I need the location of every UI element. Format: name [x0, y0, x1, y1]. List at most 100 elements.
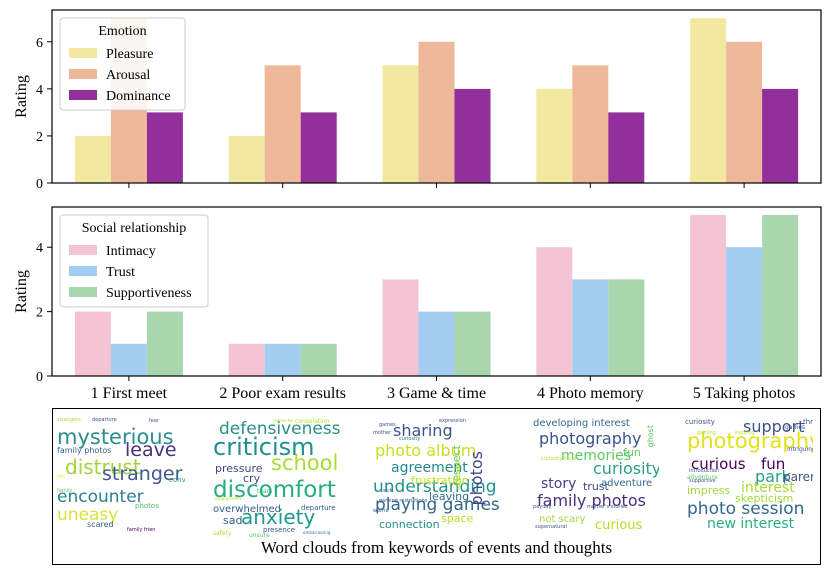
word-cloud-poor-exam-results: defensiveness criticism school pressure cry d…: [213, 417, 341, 538]
word-cloud-term: park: [755, 467, 791, 486]
word-cloud-panel: mysterious leave distrust stranger encounter…: [52, 408, 821, 565]
word-cloud-term: overwhelmed: [213, 504, 281, 515]
word-cloud-term: strangers: [57, 417, 81, 423]
word-cloud-term: safety: [213, 530, 232, 537]
word-cloud-term: tears: [257, 488, 273, 495]
bar-arousal-4: [572, 65, 609, 183]
bar-pleasure-1: [74, 135, 111, 183]
bar-arousal-5: [726, 41, 763, 183]
x-tick-label: 4 Photo memory: [537, 385, 644, 402]
word-cloud-term: photo album: [375, 441, 477, 460]
word-cloud-term: not scary: [539, 514, 586, 525]
word-cloud-term: supportive: [689, 478, 716, 484]
bar-supportiveness-1: [146, 311, 183, 376]
word-cloud-photo-memory: developing interest photography memories cu…: [531, 417, 659, 537]
bar-dominance-4: [608, 112, 645, 183]
word-cloud-term: exciting: [735, 430, 755, 436]
x-tick-label: 1 First meet: [91, 385, 168, 402]
y-axis-label: Rating: [13, 75, 30, 118]
word-cloud-term: story: [541, 476, 577, 492]
word-cloud-term: presence: [263, 526, 296, 534]
word-cloud-term: agreement: [391, 460, 468, 476]
word-cloud-term: curious: [691, 455, 746, 473]
word-cloud-term: adventure: [687, 474, 718, 481]
word-cloud-term: uneasy: [57, 505, 119, 525]
word-cloud-term: fear: [149, 418, 159, 424]
word-cloud-term: discomfort: [213, 477, 336, 503]
legend-box: [59, 17, 186, 111]
legend-title: Emotion: [98, 24, 146, 39]
word-cloud-term: connection: [379, 518, 440, 531]
word-cloud-term: impress: [687, 484, 731, 497]
word-cloud-term: worrie: [373, 508, 389, 514]
word-cloud-term: mo: [57, 474, 65, 480]
word-cloud-term: frustration: [411, 474, 469, 487]
bar-dominance-5: [762, 88, 799, 183]
bar-trust-2: [264, 343, 301, 376]
bar-dominance-1: [146, 112, 183, 183]
word-cloud-term: sharing: [393, 421, 453, 440]
word-cloud-term: gaming: [697, 430, 716, 436]
word-cloud-term: expression: [439, 418, 466, 424]
word-cloud-caption: Word clouds from keywords of events and …: [260, 538, 613, 557]
bar-intimacy-3: [382, 279, 419, 376]
x-tick-label: 2 Poor exam results: [219, 385, 346, 402]
legend-label-intimacy: Intimacy: [106, 244, 156, 259]
bar-dominance-2: [300, 112, 337, 183]
y-tick-label: 0: [36, 177, 43, 192]
bar-intimacy-5: [690, 215, 727, 376]
word-cloud-term: unsure: [249, 532, 270, 538]
word-cloud-term: leaving: [429, 490, 470, 503]
word-cloud-term: cry: [243, 472, 261, 485]
word-cloud-taking-photos: supportphotographycuriousfunparkparentsi…: [685, 417, 813, 537]
word-cloud-term: photos: [467, 451, 486, 506]
legend-swatch-pleasure: [69, 48, 97, 58]
word-cloud-term: distrust: [65, 455, 141, 479]
word-cloud-term: payday: [533, 504, 552, 510]
word-cloud-term: space: [441, 512, 474, 525]
word-cloud-term: gaming restrictions: [379, 498, 428, 504]
word-cloud-term: new interest: [707, 516, 795, 532]
x-tick-label: 5 Taking photos: [693, 385, 796, 402]
word-cloud-term: photography: [539, 429, 642, 448]
word-cloud-term: consolation: [295, 418, 330, 425]
word-cloud-term: mother: [373, 430, 392, 436]
legend-label-pleasure: Pleasure: [106, 47, 153, 62]
word-cloud-term: understanding: [373, 477, 497, 497]
word-cloud-term: curiosity facts: [541, 456, 577, 462]
bar-dominance-3: [454, 88, 491, 183]
legend-label-trust: Trust: [106, 265, 135, 280]
bar-pleasure-4: [536, 88, 573, 183]
bar-pleasure-2: [228, 135, 265, 183]
legend-swatch-dominance: [69, 90, 97, 100]
bar-intimacy-4: [536, 247, 573, 376]
bar-supportiveness-2: [300, 343, 337, 376]
word-cloud-term: disappointed: [215, 496, 241, 501]
word-cloud-term: sad: [223, 514, 243, 527]
word-cloud-term: thrill: [803, 418, 813, 426]
legend-box: [59, 214, 209, 308]
word-cloud-term: developing interest: [533, 418, 630, 429]
word-cloud-term: supernatural: [535, 524, 567, 530]
x-tick-label: 3 Game & time: [387, 385, 486, 402]
bar-pleasure-3: [382, 65, 419, 183]
word-cloud-term: games: [379, 422, 396, 428]
y-tick-label: 4: [36, 83, 43, 98]
word-cloud-term: scared: [87, 520, 114, 529]
word-cloud-term: departure: [92, 417, 117, 423]
y-tick-label: 2: [36, 130, 43, 145]
word-cloud-term: skepticism: [735, 492, 794, 505]
word-cloud-term: fun: [761, 455, 786, 473]
word-cloud-term: photography: [687, 429, 813, 453]
bar-supportiveness-3: [454, 311, 491, 376]
rating-charts: 0 2 4 6 Rating Emotion Pleasure Arousal Dominanc…: [13, 9, 822, 402]
word-cloud-term: family frien: [127, 527, 156, 533]
word-cloud-term: family photos: [537, 491, 646, 510]
y-tick-label: 0: [36, 370, 43, 385]
legend-swatch-arousal: [69, 69, 97, 79]
legend-swatch-supportiveness: [69, 287, 97, 297]
bar-supportiveness-5: [762, 215, 799, 376]
word-cloud-term: melancho: [273, 418, 293, 423]
word-cloud-term: mother's stories: [587, 504, 628, 510]
word-cloud-term: family photos: [57, 446, 112, 455]
